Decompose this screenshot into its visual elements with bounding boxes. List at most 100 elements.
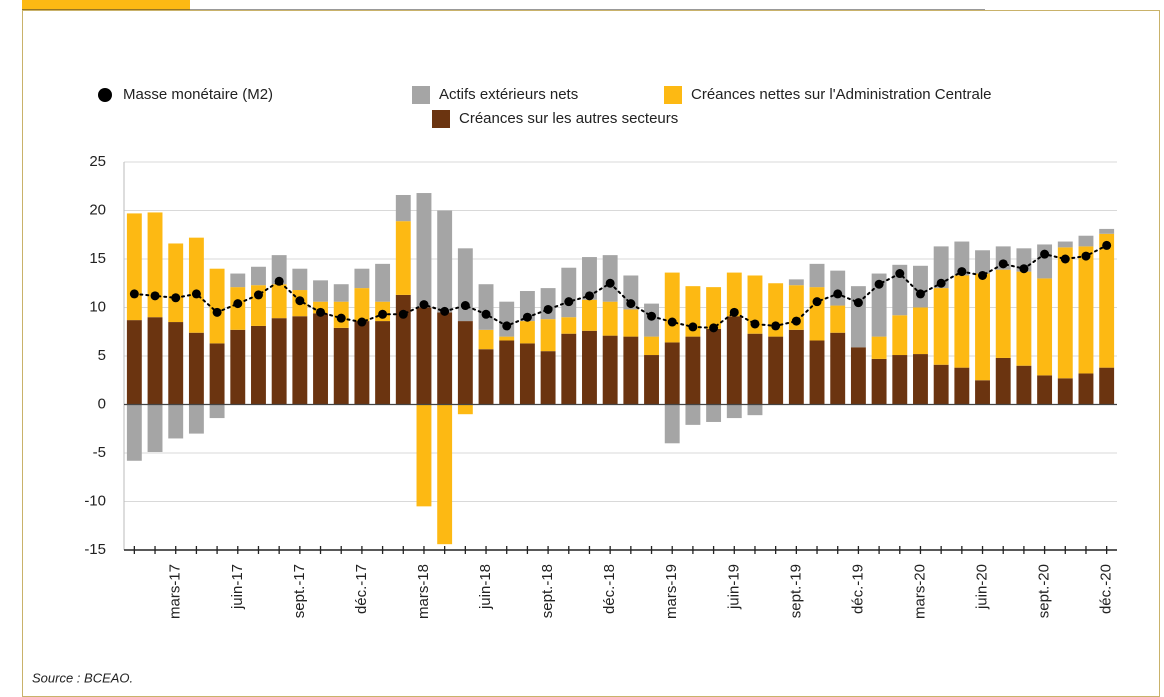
line-point (688, 322, 698, 332)
bar (582, 299, 597, 331)
bar (354, 268, 370, 289)
bar (416, 193, 432, 308)
bar (747, 333, 763, 405)
line-point (295, 296, 305, 306)
bar (830, 270, 846, 306)
bar (685, 286, 701, 337)
bar (623, 336, 639, 405)
bar (582, 257, 597, 300)
bar (499, 301, 515, 337)
line-point (729, 307, 739, 317)
legend-swatch (664, 86, 682, 104)
bar (933, 288, 949, 365)
line-point (1060, 254, 1070, 264)
bar (830, 305, 846, 333)
line-point (895, 269, 905, 279)
bar (788, 279, 804, 286)
line-point (1040, 249, 1050, 259)
bar (437, 404, 453, 545)
bar (602, 335, 618, 405)
bar (933, 364, 949, 405)
legend-swatch (432, 110, 450, 128)
x-tick-label: mars-18 (415, 564, 432, 619)
line-point (419, 300, 429, 310)
bar (685, 404, 701, 425)
bar (871, 358, 887, 405)
bar (333, 327, 349, 405)
y-tick-label: 15 (89, 250, 106, 267)
bar (478, 284, 494, 330)
bar (519, 291, 535, 322)
bar (126, 213, 142, 321)
line-point (1102, 240, 1112, 250)
line-point (336, 313, 346, 323)
bar (147, 404, 163, 453)
bar (416, 307, 432, 405)
line-point (1019, 264, 1029, 274)
line-point (957, 267, 967, 277)
line-point (129, 289, 139, 299)
line-point (709, 323, 719, 333)
bar (168, 322, 184, 405)
legend-swatch (412, 86, 430, 104)
line-point (1081, 251, 1091, 261)
bar (478, 329, 494, 350)
bar (354, 321, 370, 405)
bar (850, 286, 866, 348)
bar (271, 255, 287, 285)
bar (644, 355, 659, 405)
y-tick-label: -15 (84, 541, 106, 558)
bar (375, 263, 391, 302)
bar (188, 404, 204, 434)
bar (768, 283, 784, 337)
bar (706, 404, 722, 422)
line-point (502, 321, 512, 331)
bar (126, 404, 142, 461)
bar (1099, 228, 1115, 234)
bar (954, 367, 970, 405)
bar (871, 273, 887, 337)
line-point (253, 290, 263, 300)
bar (954, 241, 970, 276)
bar (271, 318, 287, 405)
bar (230, 273, 246, 288)
bar (313, 301, 328, 314)
bar (913, 354, 928, 405)
line-point (750, 319, 760, 329)
x-tick-label: sept.-17 (291, 564, 308, 618)
y-tick-label: 5 (98, 347, 106, 364)
bar (830, 332, 846, 405)
line-point (522, 312, 532, 322)
bar (975, 380, 990, 405)
x-tick-label: mars-19 (663, 564, 680, 619)
bar (188, 332, 204, 405)
line-point (605, 278, 615, 288)
line-point (274, 276, 284, 286)
line-point (440, 306, 450, 316)
line-series (133, 244, 1108, 329)
x-tick-label: déc.-18 (601, 564, 618, 614)
bar (437, 312, 453, 405)
bar (230, 287, 246, 330)
bar (230, 329, 246, 405)
bar (809, 340, 825, 405)
bar (375, 321, 391, 405)
bar (478, 349, 494, 405)
bar (913, 265, 928, 308)
line-point (626, 299, 636, 309)
line-point (874, 279, 884, 289)
bar (519, 343, 535, 405)
bar (1037, 375, 1053, 405)
bar (788, 329, 804, 405)
bar (147, 212, 163, 318)
bar (457, 248, 473, 322)
bar (747, 275, 763, 334)
bar (292, 316, 308, 405)
bar (354, 288, 370, 322)
x-tick-label: sept.-19 (787, 564, 804, 618)
bar (664, 404, 680, 444)
bar (1016, 271, 1032, 366)
line-point (584, 291, 594, 301)
line-point (171, 293, 181, 303)
bar (395, 194, 411, 222)
